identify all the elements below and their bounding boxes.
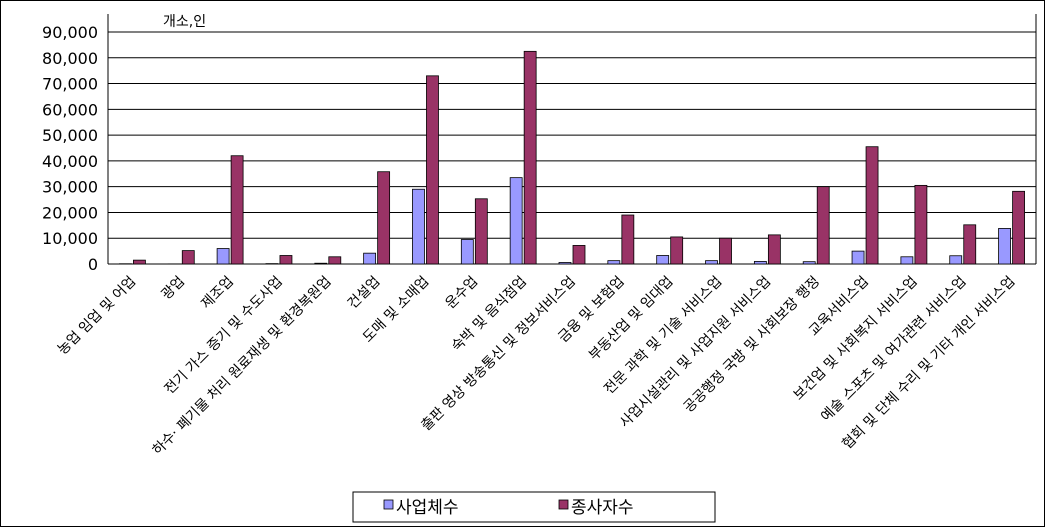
y-tick-label: 0	[88, 255, 98, 274]
bar-business-count	[608, 261, 620, 264]
bar-business-count	[315, 263, 327, 264]
bar-employee-count	[817, 187, 829, 264]
y-tick-label: 50,000	[42, 126, 98, 145]
x-category-label: 하수· 폐기물 처리 원료재생 및 환경복원업	[150, 274, 335, 459]
bar-employee-count	[671, 237, 683, 264]
bar-employee-count	[720, 238, 732, 264]
bar-business-count	[852, 251, 864, 264]
x-category-label: 협회 및 단체 수리 및 기타 개인 서비스업	[839, 274, 1018, 453]
x-category-label: 부동산업 및 임대업	[586, 274, 676, 364]
gridlines	[108, 32, 1036, 264]
bar-business-count	[803, 262, 815, 264]
y-tick-label: 30,000	[42, 178, 98, 197]
bar-business-count	[510, 178, 522, 264]
bar-employee-count	[964, 225, 976, 264]
bar-business-count	[754, 261, 766, 264]
y-tick-label: 80,000	[42, 49, 98, 68]
y-tick-label: 60,000	[42, 100, 98, 119]
bar-employee-count	[573, 245, 585, 264]
bar-employee-count	[378, 172, 390, 264]
bar-business-count	[217, 249, 229, 264]
y-tick-label: 70,000	[42, 75, 98, 94]
bar-employee-count	[915, 185, 927, 264]
bar-employee-count	[866, 147, 878, 264]
y-axis-ticks: 0 10,000 20,000 30,000 40,000 50,000 60,000 70,…	[42, 23, 98, 274]
x-category-label: 건설업	[345, 274, 384, 313]
x-category-label: 농업 임업 및 어업	[55, 274, 140, 359]
bar-business-count	[706, 261, 718, 264]
legend-label: 사업체수	[396, 498, 459, 518]
bar-business-count	[950, 256, 962, 264]
y-tick-label: 10,000	[42, 229, 98, 248]
x-category-label: 제조업	[198, 274, 237, 313]
bar-business-count	[412, 189, 424, 264]
y-tick-label: 20,000	[42, 203, 98, 222]
bar-business-count	[559, 262, 571, 264]
bar-employee-count	[622, 215, 634, 264]
bar-employee-count	[280, 255, 292, 264]
legend: 사업체수 종사자수	[353, 492, 715, 522]
x-category-label: 광업	[159, 274, 189, 304]
bar-employee-count	[231, 156, 243, 264]
legend-label: 종사자수	[571, 498, 634, 518]
unit-label: 개소,인	[163, 14, 206, 30]
y-tick-label: 90,000	[42, 23, 98, 42]
bar-employee-count	[133, 260, 145, 264]
bar-employee-count	[426, 76, 438, 264]
x-category-label: 운수업	[443, 274, 482, 313]
bar-employee-count	[524, 51, 536, 264]
bar-business-count	[364, 253, 376, 264]
bar-business-count	[901, 257, 913, 264]
bar-employee-count	[182, 251, 194, 264]
bar-employee-count	[329, 257, 341, 264]
bar-business-count	[999, 228, 1011, 264]
bar-employee-count	[1013, 191, 1025, 264]
bar-employee-count	[475, 199, 487, 264]
legend-swatch	[384, 500, 393, 509]
bar-business-count	[461, 240, 473, 264]
y-tick-label: 40,000	[42, 152, 98, 171]
bar-employee-count	[768, 235, 780, 264]
legend-swatch	[559, 500, 568, 509]
bar-business-count	[657, 255, 669, 264]
